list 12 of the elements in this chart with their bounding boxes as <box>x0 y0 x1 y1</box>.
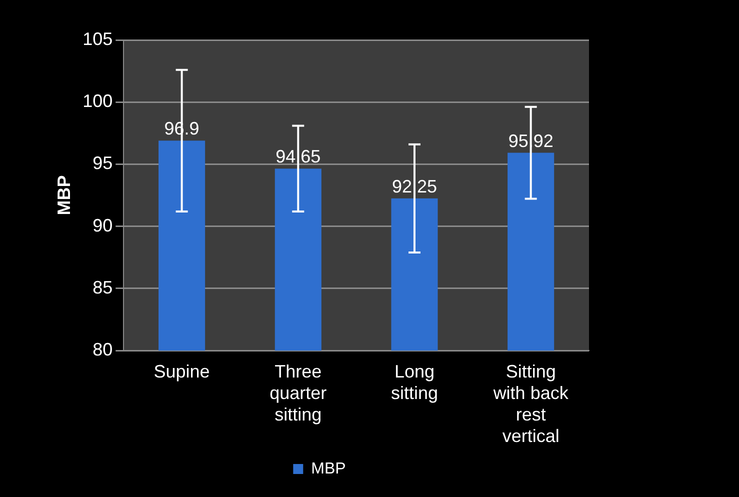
x-tick-label: Long sitting <box>390 361 438 403</box>
y-tick-label: 80 <box>92 340 113 360</box>
y-tick-label: 105 <box>82 28 113 49</box>
y-axis-title: MBP <box>54 175 74 216</box>
legend-label: MBP <box>311 460 346 478</box>
y-tick-label: 90 <box>92 215 113 236</box>
x-tick-label: Three quarter sitting <box>270 361 327 425</box>
y-tick-label: 95 <box>92 153 113 174</box>
x-tick-label: Sitting with back rest vertical <box>492 361 570 446</box>
y-tick-label: 100 <box>82 91 113 112</box>
y-tick-label: 85 <box>92 277 113 298</box>
x-tick-label: Supine <box>154 361 210 382</box>
